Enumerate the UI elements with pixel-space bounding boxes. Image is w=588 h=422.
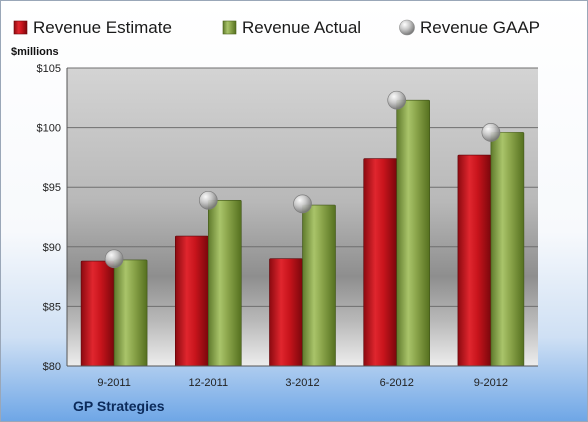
chart-title: GP Strategies	[73, 398, 165, 414]
bar-revenue-estimate	[457, 154, 492, 367]
legend-label-revenue-actual: Revenue Actual	[242, 18, 361, 37]
bar-revenue-actual	[208, 200, 242, 367]
x-tick-label: 12-2011	[189, 377, 229, 389]
bar-revenue-estimate	[175, 235, 209, 367]
x-tick-label: 9-2012	[474, 377, 508, 389]
bar-revenue-estimate	[363, 158, 398, 367]
marker-revenue-gaap	[387, 90, 407, 110]
x-tick-label: 9-2011	[97, 377, 130, 389]
y-tick-label: $80	[43, 361, 61, 373]
y-tick-label: $90	[43, 242, 61, 254]
x-tick-label: 6-2012	[380, 377, 414, 389]
marker-revenue-gaap	[293, 194, 312, 214]
bar-revenue-estimate	[269, 258, 303, 367]
y-tick-label: $95	[43, 182, 61, 194]
y-tick-label: $85	[43, 301, 61, 313]
axes: $80 $85 $90 $95 $100 $105 9-2011 12-2011 3-2012 6…	[37, 63, 538, 389]
legend-label-revenue-gaap: Revenue GAAP	[420, 18, 540, 37]
bars	[80, 99, 525, 367]
legend-label-revenue-estimate: Revenue Estimate	[33, 18, 172, 37]
bar-revenue-actual	[396, 99, 431, 367]
y-tick-label: $105	[37, 63, 61, 75]
marker-revenue-gaap	[481, 123, 501, 142]
x-tick-label: 3-2012	[285, 377, 319, 389]
marker-revenue-gaap	[104, 249, 124, 269]
legend-marker-revenue-gaap	[399, 19, 415, 36]
bar-revenue-actual	[302, 204, 336, 367]
bar-revenue-actual	[490, 132, 525, 367]
legend-swatch-revenue-actual	[222, 20, 237, 35]
y-axis-unit-label: $millions	[11, 46, 59, 58]
y-tick-label: $100	[37, 123, 61, 135]
legend-swatch-revenue-estimate	[13, 20, 28, 35]
gaap-markers	[104, 90, 501, 269]
bar-revenue-estimate	[80, 260, 115, 367]
marker-revenue-gaap	[198, 190, 218, 210]
legend: Revenue Estimate Revenue Actual Revenue …	[13, 18, 540, 37]
bar-revenue-actual	[113, 259, 148, 367]
